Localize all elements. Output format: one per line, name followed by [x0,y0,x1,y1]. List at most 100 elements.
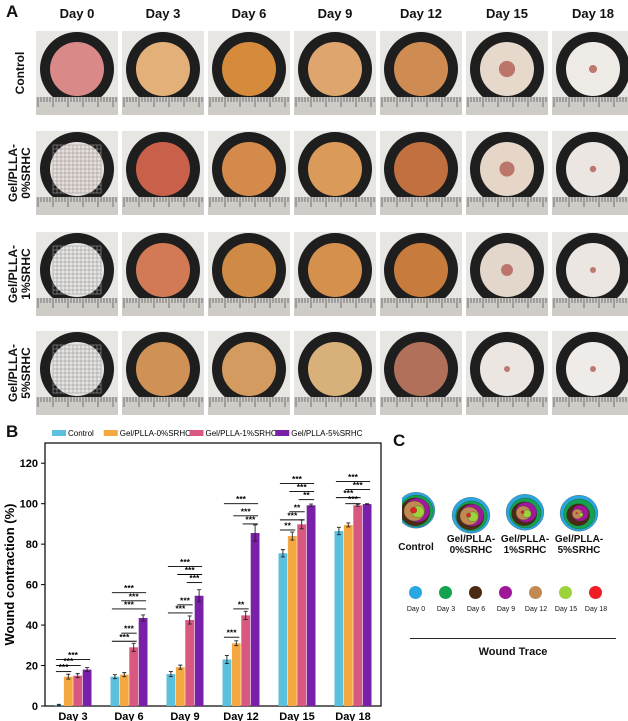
significance-label: *** [348,494,359,504]
trace-layer [578,512,584,517]
legend-day-label: Day 9 [496,606,516,613]
error-bar [75,673,80,679]
wound-photo [380,131,462,215]
y-tick-label: 40 [26,620,38,632]
legend-label: Gel/PLLA-0%SRHC [120,429,191,438]
bar [222,659,232,706]
wound-photo [380,331,462,415]
wound-photo [466,131,548,215]
significance-label: *** [185,565,196,575]
bar [110,676,120,706]
bar [278,553,288,706]
significance-label: *** [124,583,135,593]
error-bar [131,642,136,652]
panel-a-letter: A [6,2,19,21]
panel-c-letter: C [393,431,406,450]
wound-trace-title: Wound Trace [478,646,548,658]
trace-label-line1: Gel/PLLA- [500,534,550,545]
day-header-2: Day 6 [231,6,267,21]
wound-photo [36,232,118,316]
legend-swatch [189,430,204,436]
bar [194,595,204,706]
error-bar [243,610,248,620]
wound-photo [466,331,548,415]
day-header-0: Day 0 [59,6,95,21]
trace-group-label: Gel/PLLA- 1%SRHC [485,534,565,556]
legend-swatch [275,430,290,436]
error-bar [66,673,71,680]
significance-label: ** [238,599,245,609]
trace-label-line2: 1%SRHC [503,545,547,556]
wound-photo [466,31,548,115]
wound-trace-shape [559,495,599,532]
wound-trace-shapes [402,492,599,534]
wound-photo [294,31,376,115]
wound-photo [208,31,290,115]
error-bar [178,664,183,670]
row-label-3: Gel/PLLA- 5%SRHC [6,331,33,415]
bar [343,524,353,706]
y-tick-label: 20 [26,661,38,673]
y-axis-label: Wound contraction (%) [2,503,17,645]
x-tick-label: Day 6 [114,711,143,721]
legend-dot [589,586,602,599]
error-bar [85,667,90,673]
trace-label-line1: Gel/PLLA- [554,534,604,545]
y-tick-label: 100 [20,499,38,511]
wound-photo [552,131,628,215]
x-tick-label: Day 18 [335,711,370,721]
row-label-1: Gel/PLLA- 0%SRHC [6,131,33,215]
legend-label: Gel/PLLA-1%SRHC [206,429,277,438]
error-bar [253,524,258,542]
wound-contraction-chart: 0 20 40 60 80 100 120 Wound contraction (%) Cont… [2,429,382,721]
significance-label: *** [129,591,140,601]
bar [138,617,148,706]
day-header-5: Day 15 [486,6,528,21]
wound-photo [380,31,462,115]
bar [306,505,316,706]
row-label-2: Gel/PLLA- 1%SRHC [6,232,33,316]
bar [362,504,372,706]
significance-label: ** [294,502,301,512]
wound-photo [294,331,376,415]
significance-label: *** [189,573,200,583]
trace-label-line1: Gel/PLLA- [446,534,496,545]
trace-group-label: Gel/PLLA- 0%SRHC [431,534,511,556]
significance-label: *** [63,656,74,666]
error-bar [336,526,341,536]
significance-label: *** [124,599,135,609]
significance-label: *** [245,514,256,524]
wound-photo [552,31,628,115]
wound-photo [122,31,204,115]
legend-dot [409,586,422,599]
trace-group-label: Gel/PLLA- 5%SRHC [539,534,619,556]
wound-photo [294,232,376,316]
trace-layer [466,513,471,518]
error-bar [112,674,117,680]
error-bar [141,614,146,622]
wound-trace-panel: Control Gel/PLLA- 0%SRHC Gel/PLLA- 1%SRHC Gel… [398,468,624,716]
day-header-6: Day 18 [572,6,614,21]
legend-label: Gel/PLLA-5%SRHC [291,429,362,438]
row-label-line1: Control [13,51,27,95]
significance-label: *** [236,494,247,504]
y-tick-label: 80 [26,539,38,551]
trace-layer [410,507,417,514]
wound-photo [208,131,290,215]
wound-trace-shape [451,497,491,534]
x-tick-label: Day 12 [223,711,258,721]
trace-label-line1: Control [398,542,434,553]
significance-label: ** [284,520,291,530]
legend-day-label: Day 6 [466,606,486,613]
day-header-1: Day 3 [145,6,181,21]
legend-day-label: Day 18 [584,606,608,613]
error-bar [224,654,229,664]
wound-photo [552,331,628,415]
error-bar [122,672,127,678]
bar [241,615,251,706]
wound-photo [294,131,376,215]
legend-swatch [103,430,118,436]
bar [297,524,307,706]
significance-label: *** [287,510,298,520]
error-bar [365,503,370,505]
